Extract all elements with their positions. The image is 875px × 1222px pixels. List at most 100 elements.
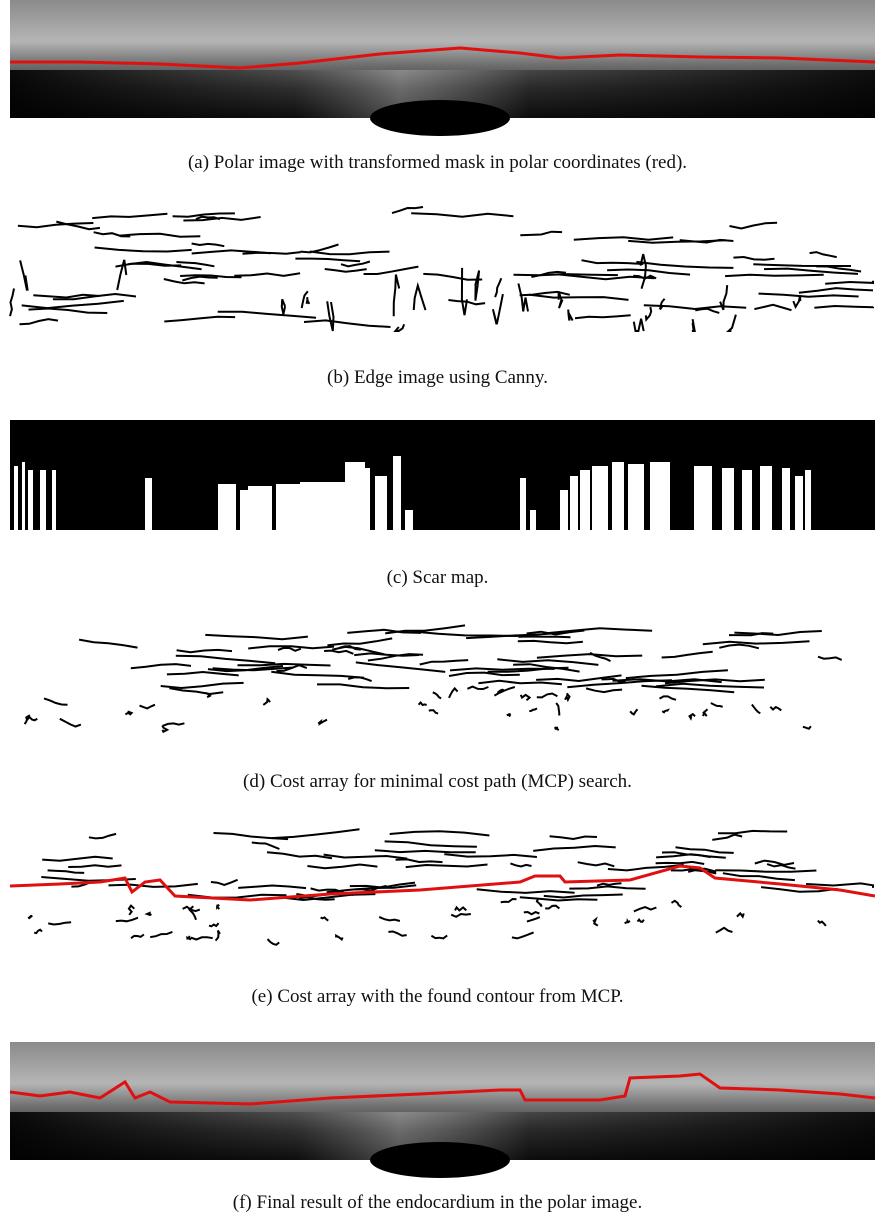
edge-stroke <box>634 319 644 331</box>
scar-bar <box>570 476 578 530</box>
edge-stroke <box>477 889 575 893</box>
edge-stroke <box>131 664 191 668</box>
edge-stroke <box>216 931 220 941</box>
caption-label: (e) <box>251 986 272 1007</box>
edge-stroke <box>586 688 622 692</box>
edge-stroke <box>60 719 81 727</box>
caption-text: Scar map. <box>412 567 488 588</box>
edge-stroke <box>301 245 339 253</box>
edge-stroke <box>449 673 520 676</box>
edge-stroke <box>161 683 244 688</box>
edge-stroke <box>518 284 528 312</box>
edge-stroke <box>238 664 331 666</box>
edge-stroke <box>537 899 542 907</box>
edge-stroke <box>626 670 728 678</box>
caption: (a) Polar image with transformed mask in… <box>0 151 875 175</box>
scar-bar <box>530 510 536 530</box>
edge-stroke <box>217 905 219 910</box>
edge-stroke <box>656 854 726 857</box>
scar-bar <box>580 470 590 530</box>
edge-stroke <box>638 920 644 922</box>
edge-stroke <box>825 281 873 284</box>
edge-stroke <box>582 260 644 264</box>
scar-bar <box>694 466 712 530</box>
edge-stroke <box>169 688 223 694</box>
edge-stroke <box>164 317 235 322</box>
scar-bar <box>145 478 152 530</box>
edge-stroke <box>92 214 167 218</box>
caption: (b) Edge image using Canny. <box>0 366 875 390</box>
edge-stroke <box>48 922 71 924</box>
edge-stroke <box>211 880 238 885</box>
edge-stroke <box>725 275 824 276</box>
edge-stroke <box>429 710 438 713</box>
edge-stroke <box>501 899 517 902</box>
scar-bar <box>795 476 803 530</box>
edge-stroke <box>129 906 134 915</box>
edge-stroke <box>593 919 598 925</box>
edge-stroke <box>662 652 713 658</box>
edge-stroke <box>79 640 137 648</box>
edge-stroke <box>207 694 211 698</box>
scar-bar <box>14 466 18 530</box>
edge-stroke <box>332 647 384 654</box>
edge-stroke <box>497 659 598 665</box>
edge-stroke <box>818 921 826 926</box>
edge-stroke <box>755 861 794 865</box>
scar-bar <box>240 490 248 530</box>
edge-stroke <box>324 855 408 859</box>
edge-stroke <box>733 257 774 260</box>
edge-stroke <box>177 650 232 652</box>
edge-stroke <box>341 262 370 267</box>
edge-stroke <box>449 688 458 697</box>
edge-stroke <box>527 917 540 922</box>
edge-stroke <box>310 252 390 255</box>
edge-stroke <box>810 252 837 257</box>
edge-stroke <box>390 831 490 835</box>
edge-stroke <box>317 684 409 688</box>
edge-stroke <box>267 852 332 858</box>
edge-stroke <box>116 918 138 922</box>
scar-bar <box>805 470 811 530</box>
edge-stroke <box>238 886 306 889</box>
edge-stroke <box>411 213 513 216</box>
edge-stroke <box>715 870 816 872</box>
edge-stroke <box>205 635 308 639</box>
edge-stroke <box>462 268 467 315</box>
edge-stroke <box>120 234 201 237</box>
edge-stroke <box>307 865 377 869</box>
edge-stroke <box>537 694 558 698</box>
edge-stroke <box>375 850 476 852</box>
edge-stroke <box>388 932 406 936</box>
edge-stroke <box>433 692 441 698</box>
edge-stroke <box>431 936 447 939</box>
scar-bar <box>22 462 25 530</box>
edge-stroke <box>182 277 217 281</box>
edge-stroke <box>25 715 30 724</box>
edge-stroke <box>475 271 479 301</box>
scar-bar <box>742 470 752 530</box>
edge-stroke <box>396 859 443 862</box>
edge-stroke <box>493 294 503 324</box>
edge-stroke <box>545 906 559 909</box>
edge-stroke <box>192 250 271 253</box>
edge-stroke <box>150 932 172 937</box>
polar-image-a <box>10 0 875 136</box>
edge-stroke <box>89 834 116 839</box>
edge-stroke <box>392 207 423 213</box>
edge-stroke <box>737 913 744 916</box>
edge-stroke <box>263 699 270 705</box>
edge-stroke <box>568 310 572 321</box>
edge-stroke <box>20 319 59 324</box>
edge-stroke <box>327 638 392 645</box>
edge-stroke <box>28 916 32 919</box>
scar-bar <box>782 468 790 530</box>
edge-stroke <box>44 698 68 704</box>
edge-stroke <box>162 726 167 732</box>
edge-stroke <box>676 847 734 853</box>
edge-stroke <box>191 937 213 939</box>
edge-stroke <box>634 907 657 911</box>
edge-stroke <box>507 714 511 717</box>
edge-stroke <box>364 267 419 274</box>
edge-stroke <box>753 264 851 266</box>
